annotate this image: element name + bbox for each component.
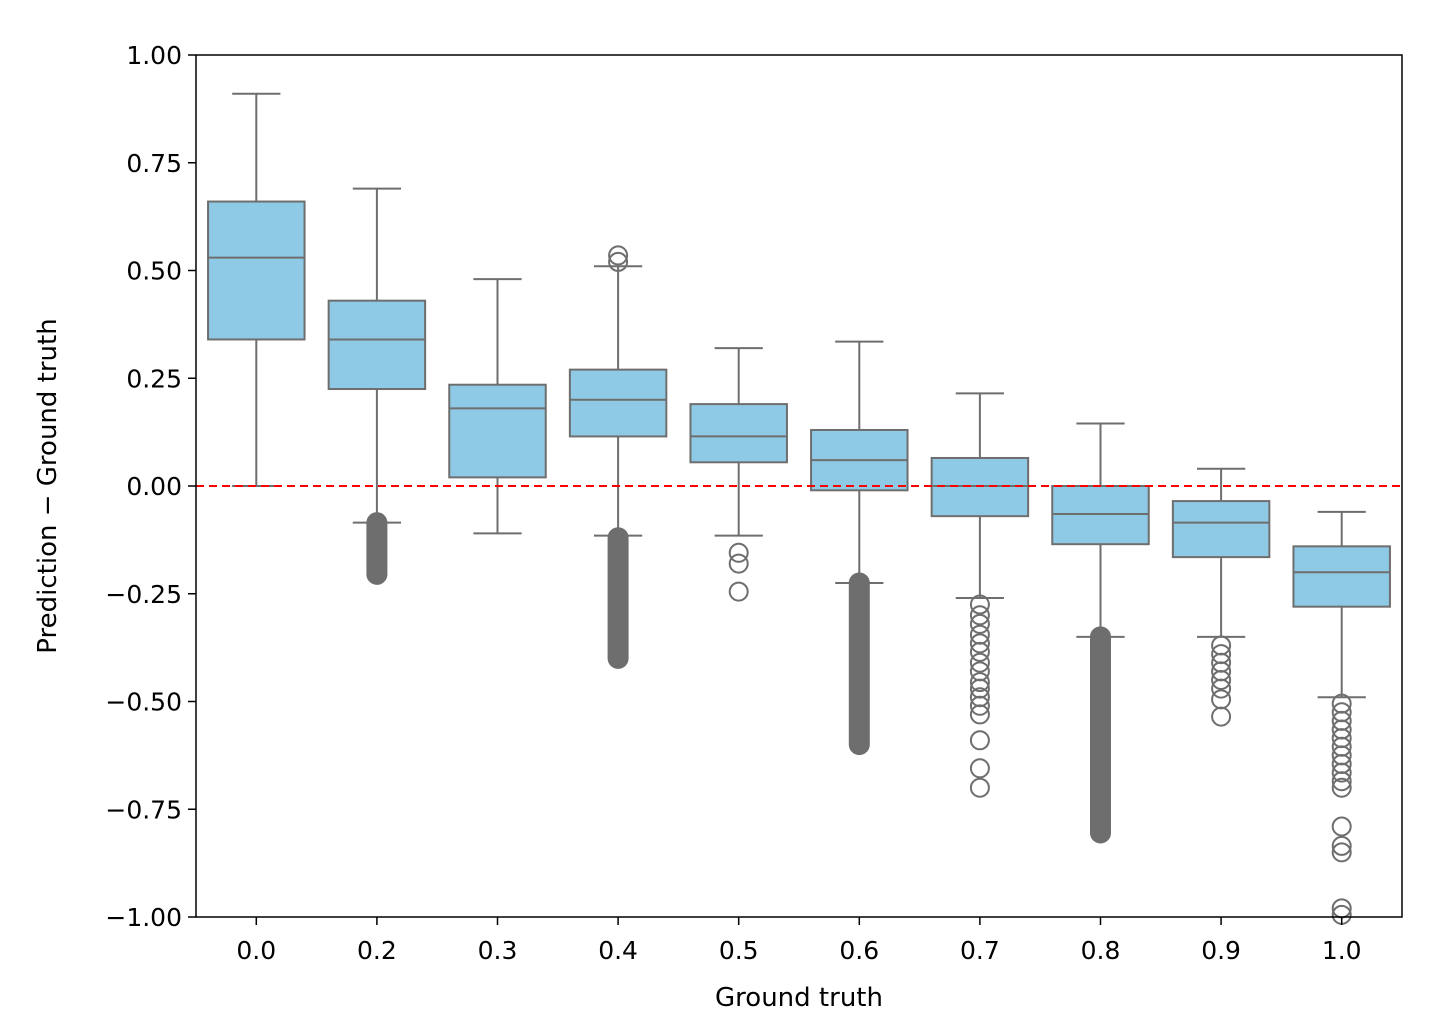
box-group-0-6: [810, 340, 909, 756]
box-group-0-4: [568, 245, 668, 669]
y-axis-label: Prediction − Ground truth: [33, 318, 63, 653]
outlier-point: [728, 542, 749, 563]
outlier-point: [969, 641, 990, 662]
outlier-point: [728, 581, 749, 602]
box-iqr: [448, 383, 547, 479]
x-tick-label: 0.2: [357, 936, 397, 965]
outlier-point: [1211, 678, 1232, 699]
y-tick-label: 1.00: [126, 41, 182, 70]
y-tick-label: 0.75: [126, 149, 182, 178]
outlier-point: [1211, 706, 1232, 727]
outlier-point: [969, 777, 990, 798]
outlier-point: [969, 704, 990, 725]
x-tick-label: 0.9: [1201, 936, 1241, 965]
box-group-0-3: [448, 278, 547, 535]
outlier-point: [1331, 777, 1352, 798]
y-tick-label: 0.50: [126, 257, 182, 286]
y-tick-label: 0.25: [126, 364, 182, 393]
box-iqr: [327, 299, 427, 391]
box-group-0-2: [327, 187, 427, 585]
outlier-point: [969, 672, 990, 693]
box-iqr: [689, 403, 788, 464]
box-group-0-8: [1051, 422, 1150, 844]
outlier-point: [608, 251, 629, 272]
box-group-0-9: [1171, 467, 1271, 727]
x-tick-label: 0.0: [236, 936, 276, 965]
x-tick-label: 0.4: [598, 936, 638, 965]
outlier-point: [969, 633, 990, 654]
outlier-band: [607, 527, 629, 669]
outlier-point: [1331, 835, 1352, 856]
outlier-band: [1090, 626, 1111, 844]
outlier-point: [969, 758, 990, 779]
box-group-0-5: [689, 347, 788, 602]
y-tick-label: −0.25: [105, 580, 182, 609]
y-tick-label: 0.00: [126, 472, 182, 501]
outlier-point: [969, 605, 990, 626]
outlier-point: [969, 613, 990, 634]
box-iqr: [568, 368, 668, 438]
outlier-point: [969, 652, 990, 673]
x-tick-label: 0.5: [719, 936, 759, 965]
outlier-point: [969, 594, 990, 615]
outlier-point: [1211, 669, 1232, 690]
box-iqr: [207, 200, 306, 341]
box-iqr: [1292, 545, 1391, 608]
box-group-1-0: [1292, 510, 1391, 925]
x-tick-label: 0.7: [960, 936, 1000, 965]
box-iqr: [1051, 485, 1150, 546]
box-group-0-0: [207, 92, 306, 487]
outlier-point: [728, 553, 749, 574]
y-tick-label: −0.50: [105, 688, 182, 717]
outlier-point: [969, 730, 990, 751]
outlier-point: [1331, 842, 1352, 863]
outlier-point: [608, 245, 629, 266]
x-tick-label: 0.8: [1081, 936, 1121, 965]
outlier-band: [848, 572, 870, 756]
outlier-point: [969, 695, 990, 716]
outlier-point: [1331, 771, 1352, 792]
box-iqr: [930, 456, 1030, 518]
box-iqr: [1171, 500, 1271, 559]
y-tick-label: −1.00: [105, 903, 182, 932]
outlier-point: [1331, 816, 1352, 837]
x-tick-label: 0.3: [478, 936, 518, 965]
outlier-point: [1331, 762, 1352, 783]
y-tick-label: −0.75: [105, 795, 182, 824]
x-tick-label: 0.6: [839, 936, 879, 965]
x-axis-label: Ground truth: [715, 983, 883, 1013]
outlier-band: [366, 512, 388, 585]
x-tick-label: 1.0: [1322, 936, 1362, 965]
